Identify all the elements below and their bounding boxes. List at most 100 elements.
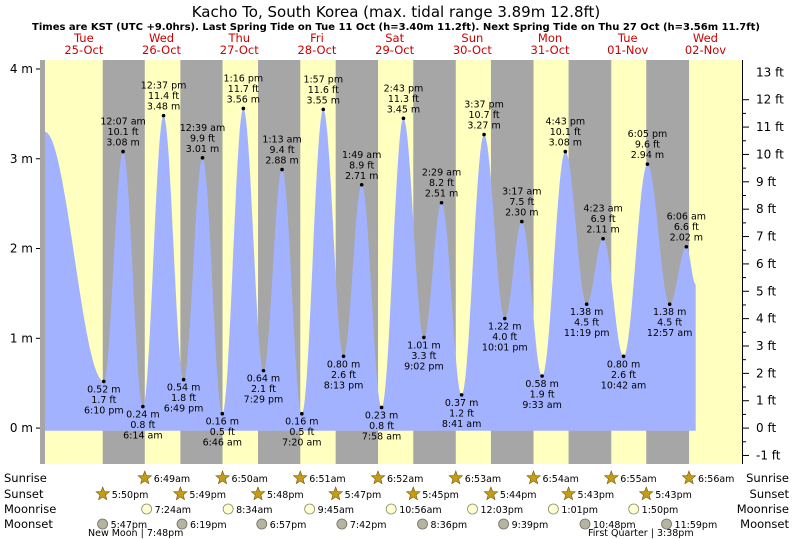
moonrise-time: 10:56am bbox=[399, 505, 441, 516]
moonset-icon bbox=[661, 518, 672, 530]
extreme-point bbox=[141, 404, 145, 409]
extreme-point bbox=[341, 354, 346, 359]
extreme-label: 0.80 m bbox=[607, 359, 640, 370]
extreme-label: 7:29 pm bbox=[244, 395, 284, 406]
day-date-label: 02-Nov bbox=[685, 43, 726, 57]
moonset-time: 6:57pm bbox=[270, 520, 307, 531]
extreme-point bbox=[401, 116, 406, 121]
moonset-time: 9:39pm bbox=[512, 520, 549, 531]
sunset-time: 5:48pm bbox=[267, 490, 304, 501]
extreme-point bbox=[645, 162, 650, 166]
extreme-label: 1.22 m bbox=[488, 322, 521, 333]
extreme-label: 2.51 m bbox=[425, 189, 458, 200]
day-labels: Tue25-OctWed26-OctThu27-OctFri28-OctSat2… bbox=[64, 31, 726, 57]
extreme-label: 2.88 m bbox=[265, 156, 298, 167]
extreme-label: 2.6 ft bbox=[611, 370, 636, 381]
moonrise-time: 1:01pm bbox=[561, 505, 598, 516]
extreme-label: 2.6 ft bbox=[331, 370, 356, 381]
day-name-label: Fri bbox=[310, 31, 324, 45]
sunrise-time: 6:49am bbox=[154, 474, 190, 485]
sunset-icon bbox=[483, 486, 499, 501]
sunrise-time: 6:55am bbox=[620, 474, 656, 485]
extreme-label: 7.5 ft bbox=[509, 197, 534, 208]
sunset-icon bbox=[172, 486, 188, 501]
moonset-time: 7:42pm bbox=[350, 520, 387, 531]
right-tick-label: 0 ft bbox=[756, 421, 776, 435]
extreme-point bbox=[502, 316, 507, 321]
sunset-icon bbox=[328, 486, 344, 501]
extreme-label: 11.4 ft bbox=[148, 91, 179, 102]
day-name-label: Tue bbox=[73, 31, 94, 45]
moonset-icon bbox=[498, 518, 509, 530]
extreme-point bbox=[379, 405, 384, 410]
right-tick-label: 10 ft bbox=[756, 147, 784, 161]
extreme-label: 0.37 m bbox=[445, 398, 478, 409]
extreme-label: 0.16 m bbox=[206, 417, 239, 428]
extreme-label: 3:17 am bbox=[502, 187, 541, 198]
day-name-label: Tue bbox=[617, 31, 638, 45]
extreme-point bbox=[261, 368, 266, 373]
extreme-label: 1.2 ft bbox=[449, 408, 474, 419]
extreme-label: 6:06 am bbox=[667, 212, 706, 223]
right-tick-label: 1 ft bbox=[756, 394, 776, 408]
moonrise-icon bbox=[222, 503, 234, 515]
extreme-label: 0.8 ft bbox=[369, 421, 394, 432]
extreme-label: 0.16 m bbox=[285, 417, 318, 428]
moonset-row-label-left: Moonset bbox=[4, 517, 53, 531]
extreme-label: 1.01 m bbox=[407, 340, 440, 351]
extreme-point bbox=[280, 167, 284, 172]
extreme-label: 9:33 am bbox=[522, 400, 561, 411]
extreme-label: 0.58 m bbox=[525, 379, 558, 390]
extreme-label: 0.5 ft bbox=[210, 427, 235, 438]
extreme-label: 0.24 m bbox=[126, 410, 159, 421]
moonrise-icon bbox=[304, 503, 316, 515]
extreme-label: 1:13 am bbox=[262, 135, 301, 146]
extreme-point bbox=[161, 113, 166, 118]
sunrise-icon bbox=[526, 470, 542, 485]
extreme-label: 3:37 pm bbox=[464, 100, 504, 111]
moonrise-time: 1:50pm bbox=[642, 505, 679, 516]
extreme-label: 0.80 m bbox=[327, 359, 360, 370]
extreme-point bbox=[241, 106, 246, 111]
day-name-label: Mon bbox=[538, 31, 562, 45]
sunset-time: 5:44pm bbox=[500, 490, 537, 501]
moonrise-icon bbox=[141, 503, 153, 515]
extreme-point bbox=[359, 182, 364, 187]
moonrise-icon bbox=[467, 503, 478, 515]
right-tick-label: 13 ft bbox=[756, 65, 784, 79]
moonrise-time: 7:24am bbox=[155, 505, 191, 516]
left-tick-label: 2 m bbox=[10, 242, 33, 256]
extreme-label: 12:07 am bbox=[100, 117, 145, 128]
extreme-label: 6:10 pm bbox=[84, 405, 124, 416]
extreme-point bbox=[220, 411, 225, 416]
sunrise-icon bbox=[448, 470, 464, 485]
extreme-label: 9:02 pm bbox=[404, 361, 444, 372]
extreme-label: 3.45 m bbox=[387, 104, 420, 115]
extreme-point bbox=[102, 379, 106, 384]
sunrise-icon bbox=[603, 470, 619, 485]
axes: 0 m 1 m 2 m 3 m 4 m -1 ft 0 ft 1 ft 2 ft 3 ft 4 ft… bbox=[10, 60, 784, 464]
sunrise-time: 6:51am bbox=[309, 474, 345, 485]
extreme-point bbox=[200, 156, 205, 160]
moonset-row-label-right: Moonset bbox=[740, 517, 789, 531]
extreme-label: 1.7 ft bbox=[91, 395, 116, 406]
extreme-label: 6:05 pm bbox=[628, 129, 668, 140]
left-tick-label: 3 m bbox=[10, 152, 33, 166]
day-date-label: 29-Oct bbox=[375, 43, 414, 57]
day-name-label: Wed bbox=[693, 31, 718, 45]
extreme-point bbox=[684, 244, 689, 249]
day-date-label: 25-Oct bbox=[64, 43, 103, 57]
extreme-label: 4:43 pm bbox=[545, 117, 585, 128]
day-date-label: 01-Nov bbox=[607, 43, 648, 57]
extreme-label: 0.5 ft bbox=[289, 427, 314, 438]
right-tick-label: 11 ft bbox=[756, 120, 784, 134]
sunset-row-label-left: Sunset bbox=[4, 487, 44, 501]
moon-phase-new: New Moon | 7:48pm bbox=[88, 528, 183, 539]
extreme-label: 11.6 ft bbox=[308, 85, 339, 96]
tide-area bbox=[45, 108, 696, 431]
extreme-label: 1.8 ft bbox=[171, 393, 196, 404]
moonset-icon bbox=[336, 518, 348, 530]
extreme-label: 10.1 ft bbox=[550, 127, 581, 138]
